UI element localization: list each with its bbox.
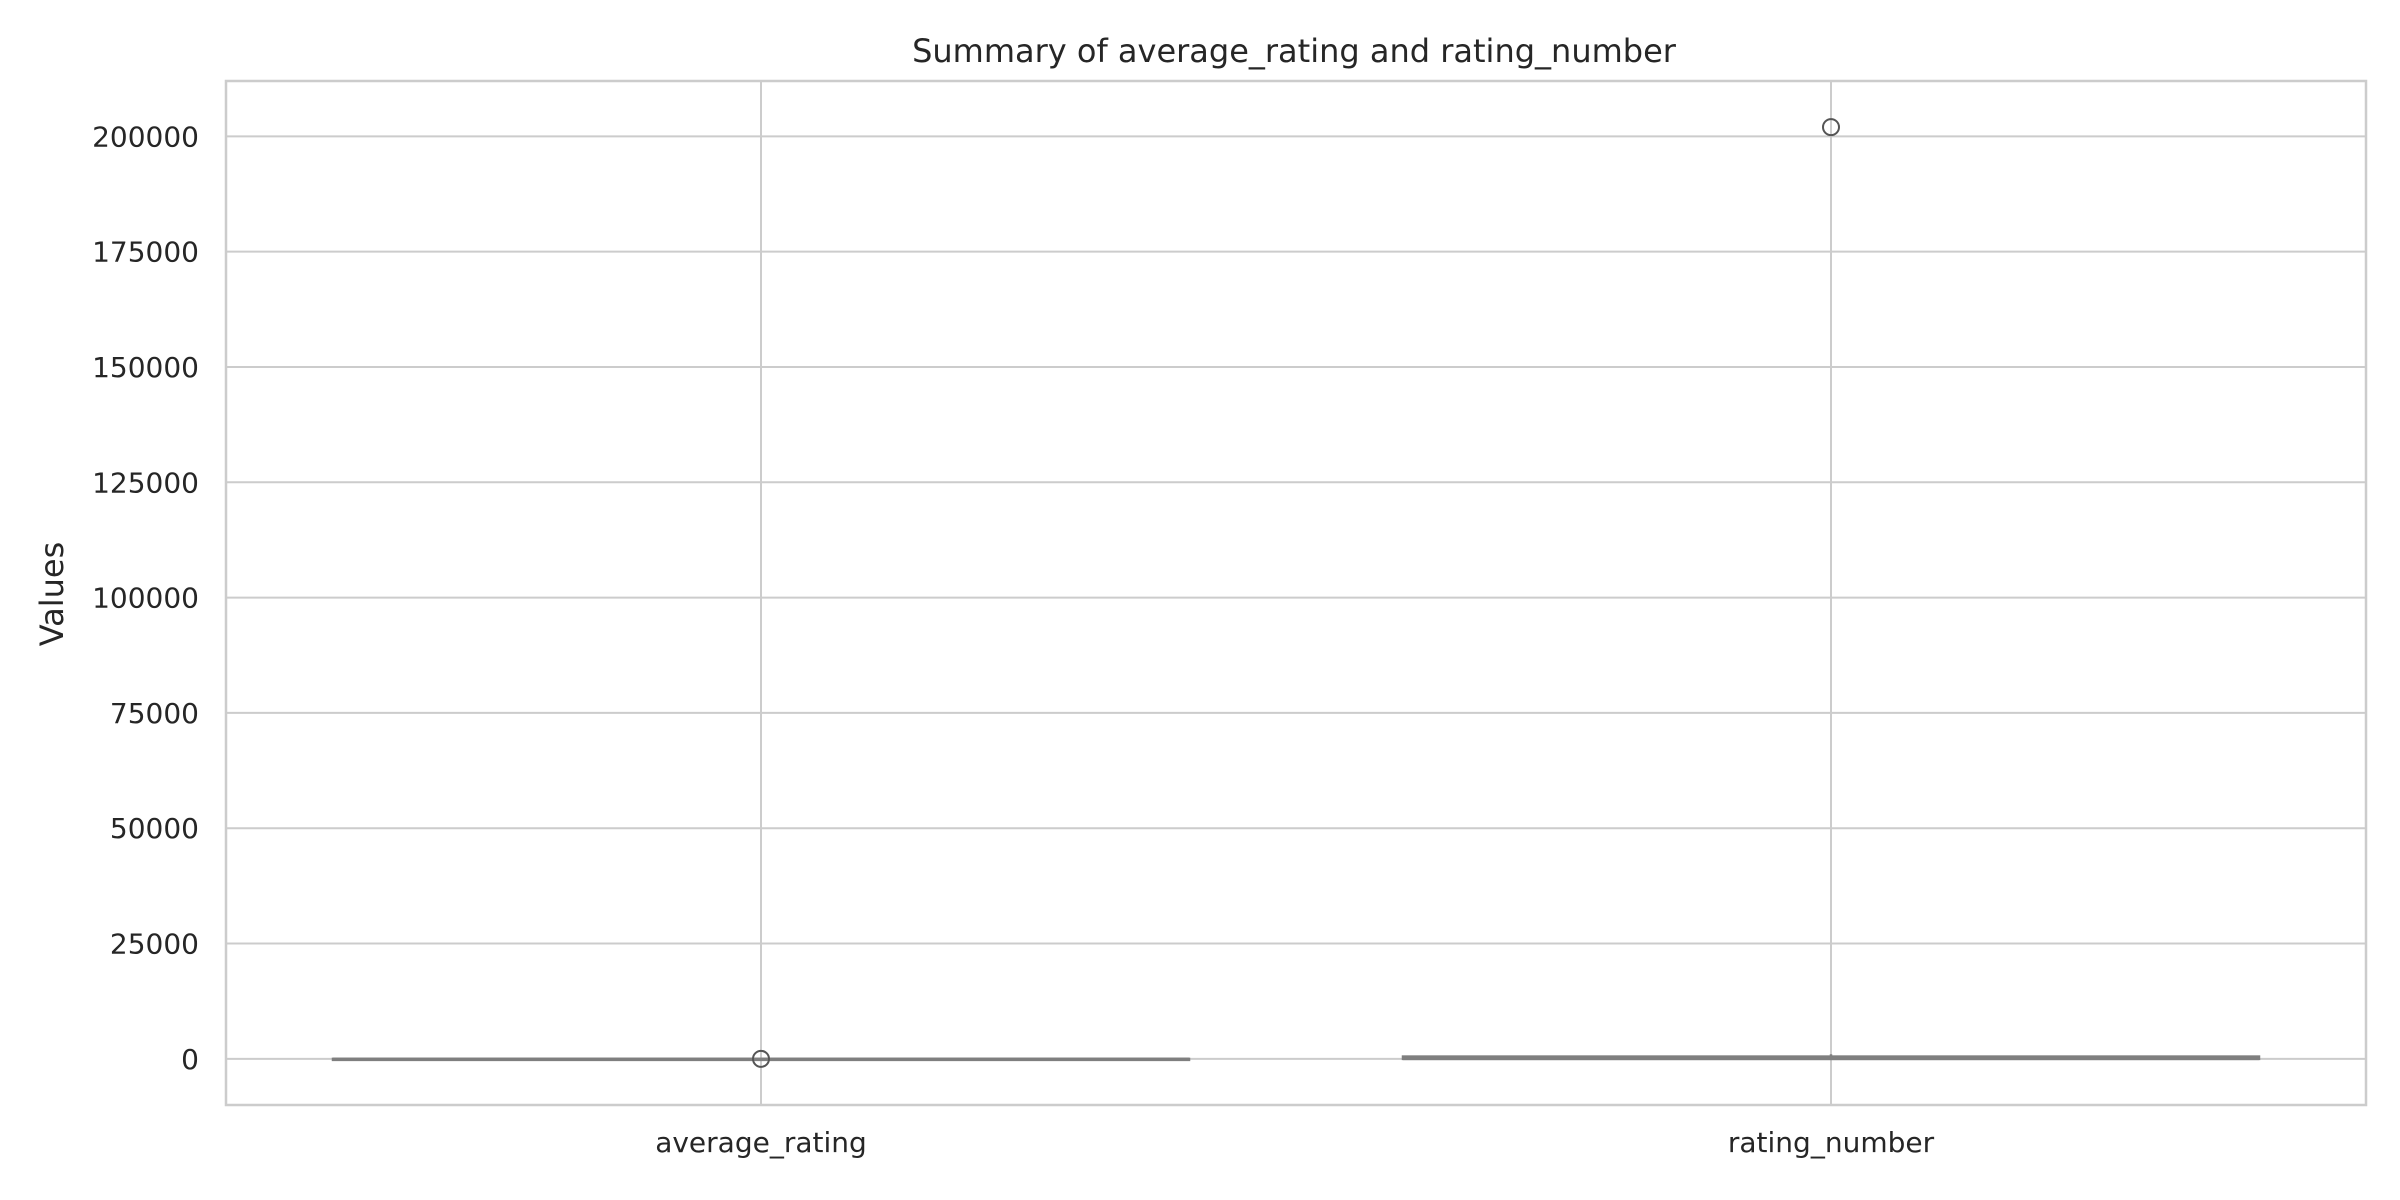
x-tick-labels: average_rating rating_number — [655, 1126, 1934, 1159]
y-tick-label: 125000 — [92, 466, 199, 499]
outlier-point — [1822, 118, 1840, 137]
y-tick-label: 175000 — [92, 236, 199, 269]
grid-layer — [226, 81, 2366, 1105]
box-layer — [331, 118, 2261, 1068]
outlier-point — [752, 1049, 770, 1068]
x-tick-label: rating_number — [1728, 1126, 1935, 1159]
plot-frame — [224, 79, 2368, 1107]
chart-title: Summary of average_rating and rating_num… — [912, 32, 1677, 70]
y-tick-label: 50000 — [110, 812, 199, 845]
y-tick-label: 75000 — [110, 697, 199, 730]
y-tick-label: 200000 — [92, 120, 199, 153]
y-tick-label: 0 — [181, 1043, 199, 1076]
x-tick-label: average_rating — [655, 1126, 867, 1159]
y-tick-label: 150000 — [92, 351, 199, 384]
y-tick-label: 100000 — [92, 582, 199, 615]
y-tick-label: 25000 — [110, 928, 199, 961]
y-axis-title: Values — [33, 542, 71, 647]
y-tick-labels: 0 25000 50000 75000 100000 125000 150000 175000… — [92, 120, 199, 1076]
